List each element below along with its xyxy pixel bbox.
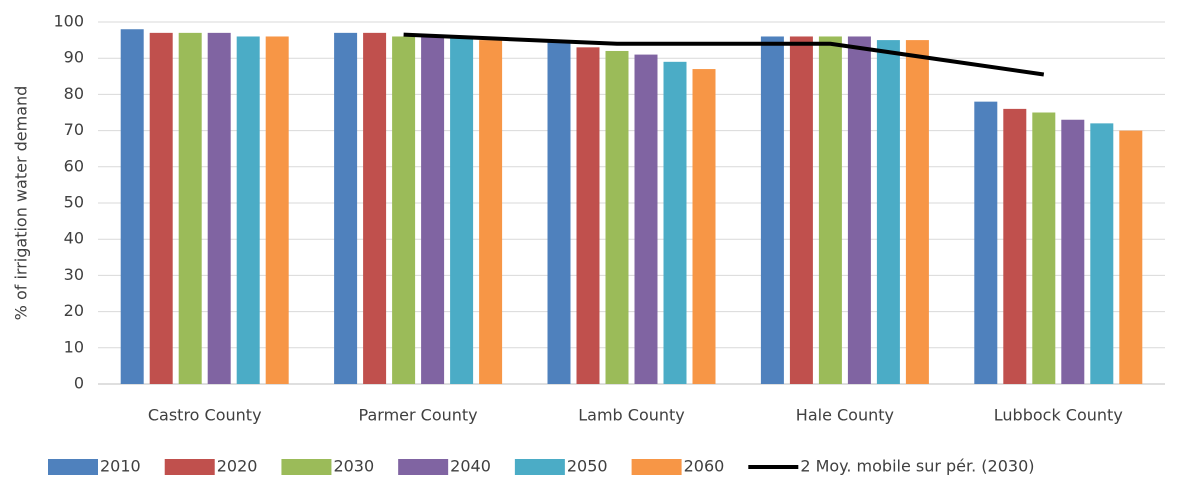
bar	[974, 101, 998, 384]
bar	[905, 40, 929, 384]
legend-label: 2050	[567, 457, 608, 476]
bar	[363, 32, 387, 385]
bar	[1090, 123, 1114, 385]
y-tick-label: 30	[64, 265, 84, 284]
y-tick-label: 50	[64, 193, 84, 212]
legend-swatch	[48, 459, 98, 475]
bar	[1032, 112, 1056, 384]
legend-swatch	[514, 459, 565, 475]
bar	[265, 36, 289, 384]
x-tick-label: Castro County	[148, 406, 262, 425]
bar	[760, 36, 784, 384]
bar	[663, 61, 687, 384]
x-tick-label: Lamb County	[578, 406, 685, 425]
bar	[120, 29, 144, 385]
bar	[818, 36, 842, 384]
legend-swatch	[398, 459, 449, 475]
y-tick-label: 20	[64, 301, 84, 320]
bar	[634, 54, 658, 385]
x-tick-label: Parmer County	[359, 406, 478, 425]
bar	[789, 36, 813, 384]
y-tick-label: 10	[64, 337, 84, 356]
bar	[547, 40, 571, 384]
bar	[1003, 108, 1027, 384]
legend-swatch	[164, 459, 215, 475]
legend-label: 2060	[684, 457, 725, 476]
bar	[1061, 119, 1085, 385]
bar	[421, 36, 445, 384]
bar	[479, 40, 503, 384]
legend-label: 2010	[100, 457, 141, 476]
y-tick-label: 70	[64, 120, 84, 139]
x-tick-label: Lubbock County	[994, 406, 1123, 425]
bar	[847, 36, 871, 384]
bar	[334, 32, 358, 385]
y-tick-label: 80	[64, 84, 84, 103]
legend-label: 2040	[450, 457, 491, 476]
legend-label: 2020	[217, 457, 258, 476]
bar	[178, 32, 202, 385]
legend-swatch	[631, 459, 682, 475]
y-tick-label: 40	[64, 229, 84, 248]
y-axis-label: % of irrigation water demand	[12, 86, 31, 321]
bar	[876, 40, 900, 384]
bar	[392, 36, 416, 384]
bar	[207, 32, 231, 385]
y-tick-label: 0	[74, 374, 84, 393]
bar	[236, 36, 260, 384]
bar	[149, 32, 173, 385]
bar	[576, 47, 600, 385]
legend-swatch	[281, 459, 332, 475]
bar	[692, 69, 716, 384]
bar	[1119, 130, 1143, 384]
y-tick-label: 60	[64, 156, 84, 175]
x-tick-label: Hale County	[796, 406, 894, 425]
trend-line	[403, 32, 1045, 77]
y-tick-label: 100	[53, 12, 84, 31]
legend-label: 2030	[333, 457, 374, 476]
bar	[605, 50, 629, 385]
legend-label: 2 Moy. mobile sur pér. (2030)	[800, 457, 1034, 476]
bar	[450, 36, 474, 384]
y-tick-label: 90	[64, 48, 84, 67]
